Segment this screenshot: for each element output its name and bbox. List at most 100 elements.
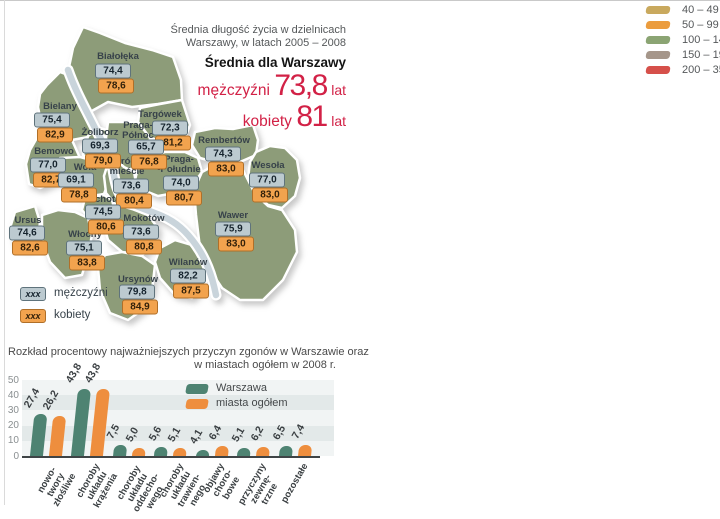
district-name: Praga- -Południe: [157, 154, 201, 175]
category-label: przyczyny zewnę- trzne: [236, 461, 281, 507]
district-name: Rembertów: [198, 135, 250, 147]
district-men-value: 77,0: [30, 157, 66, 173]
district-women-value: 78,6: [98, 78, 134, 94]
district-men-value: 73,6: [113, 178, 149, 194]
district-men-value: 82,2: [170, 268, 206, 284]
district-name: Praga- Północ: [122, 120, 154, 141]
district-name: Białołęka: [97, 51, 139, 63]
page-left-border: [4, 0, 5, 505]
chart-title-line1: Rozkład procentowy najważniejszych przyc…: [8, 346, 369, 358]
category-label: pozostałe: [278, 461, 311, 505]
color-scale-swatch: [645, 36, 671, 44]
district-name: Ursus: [14, 215, 42, 227]
chart-legend-label: miasta ogółem: [216, 397, 288, 409]
color-scale-label: 150 – 199: [682, 49, 720, 61]
district-name: Żoliborz: [81, 127, 119, 139]
district-women-value: 83,0: [208, 161, 244, 177]
category-label: nowo- twory złośliwe: [35, 465, 79, 509]
district-name: Śród- mieście: [109, 156, 145, 177]
district-men-value: 74,0: [163, 175, 199, 191]
average-women-row: kobiety 81 lat: [150, 102, 346, 132]
chart-title-line2: w miastach ogółem w 2008 r.: [194, 359, 336, 371]
district-name: Wilanów: [168, 257, 208, 269]
y-axis-tick-label: 40: [7, 389, 19, 401]
district-women-value: 83,0: [218, 236, 254, 252]
bar-warszawa: [154, 447, 168, 456]
district-name: Ursynów: [117, 274, 159, 286]
average-women-unit: lat: [331, 113, 346, 130]
grid-band: [22, 410, 334, 426]
y-axis-tick-label: 20: [7, 420, 19, 432]
district-women-value: 79,0: [85, 153, 121, 169]
district-men-value: 74,4: [95, 63, 131, 79]
district-women-value: 84,9: [122, 299, 158, 315]
district-name: Wesoła: [251, 160, 285, 172]
district-women-value: 80,8: [126, 239, 162, 255]
color-scale-label: 50 – 99: [682, 19, 719, 31]
bar-miasta: [297, 444, 312, 456]
women-sample-label: kobiety: [54, 309, 91, 321]
y-axis-tick-label: 30: [7, 404, 19, 416]
bar-miasta: [214, 446, 229, 456]
chart-legend-label: Warszawa: [216, 382, 267, 394]
average-men-value: 73,8: [274, 69, 328, 103]
bar-warszawa: [278, 446, 293, 456]
map-title-line2: Warszawy, w latach 2005 – 2008: [185, 37, 346, 50]
district-women-value: 83,8: [69, 255, 105, 271]
average-men-row: mężczyźni 73,8 lat: [150, 71, 346, 101]
district-name: Ochota: [87, 194, 121, 206]
men-sample-label: mężczyźni: [54, 287, 108, 299]
y-axis-tick-label: 10: [7, 435, 19, 447]
y-axis-tick-label: 50: [7, 374, 19, 386]
district-men-value: 75,4: [34, 112, 70, 128]
color-scale-label: 40 – 49: [682, 4, 719, 16]
district-men-value: 74,3: [205, 146, 241, 162]
district-women-value: 76,8: [131, 154, 167, 170]
district-men-value: 69,3: [82, 138, 118, 154]
color-scale-swatch: [645, 51, 671, 59]
district-women-value: 80,6: [88, 219, 124, 235]
district-men-value: 74,6: [9, 225, 45, 241]
district-women-value: 82,6: [12, 240, 48, 256]
bar-miasta: [256, 446, 270, 456]
bar-miasta: [173, 448, 187, 456]
chart-plot-area: [22, 380, 334, 456]
district-women-value: 78,8: [61, 187, 97, 203]
district-men-value: 73,6: [123, 224, 159, 240]
bar-warszawa: [112, 444, 127, 456]
district-women-value: 87,5: [173, 283, 209, 299]
y-axis-tick-label: 0: [13, 450, 19, 462]
district-men-value: 74,5: [85, 204, 121, 220]
district-men-value: 79,8: [119, 284, 155, 300]
district-women-value: 80,4: [116, 193, 152, 209]
men-sample-box: xxx: [20, 287, 46, 301]
bar-warszawa: [237, 448, 251, 456]
district-men-value: 69,1: [58, 172, 94, 188]
district-women-value: 80,7: [166, 190, 202, 206]
district-women-value: 82,9: [37, 127, 73, 143]
color-scale-swatch: [645, 6, 671, 14]
district-men-value: 72,3: [152, 120, 188, 136]
average-men-label: mężczyźni: [197, 82, 270, 100]
average-women-value: 81: [296, 100, 328, 134]
color-scale-label: 200 – 353: [682, 64, 720, 76]
death-causes-bar-chart: Rozkład procentowy najważniejszych przyc…: [4, 344, 369, 514]
category-label: choroby układu krążenia: [74, 461, 120, 510]
chart-x-axis-line: [22, 456, 320, 458]
bar-miasta: [131, 448, 146, 456]
district-men-value: 75,1: [66, 240, 102, 256]
district-name: Targówek: [138, 109, 182, 121]
page-top-border: [0, 0, 720, 1]
district-name: Mokotów: [123, 213, 165, 225]
map-title-line1: Średnia długość życia w dzielnicach: [170, 24, 346, 36]
district-name: Wawer: [217, 210, 249, 222]
district-men-value: 77,0: [249, 172, 285, 188]
district-name: Włochy: [68, 229, 102, 241]
average-women-label: kobiety: [242, 113, 292, 131]
color-scale-swatch: [645, 21, 671, 29]
color-scale-swatch: [645, 66, 671, 74]
color-scale-label: 100 – 149: [682, 34, 720, 46]
district-men-value: 65,7: [128, 139, 164, 155]
map-subtitle: Średnia dla Warszawy: [204, 55, 346, 71]
district-women-value: 83,0: [252, 187, 288, 203]
